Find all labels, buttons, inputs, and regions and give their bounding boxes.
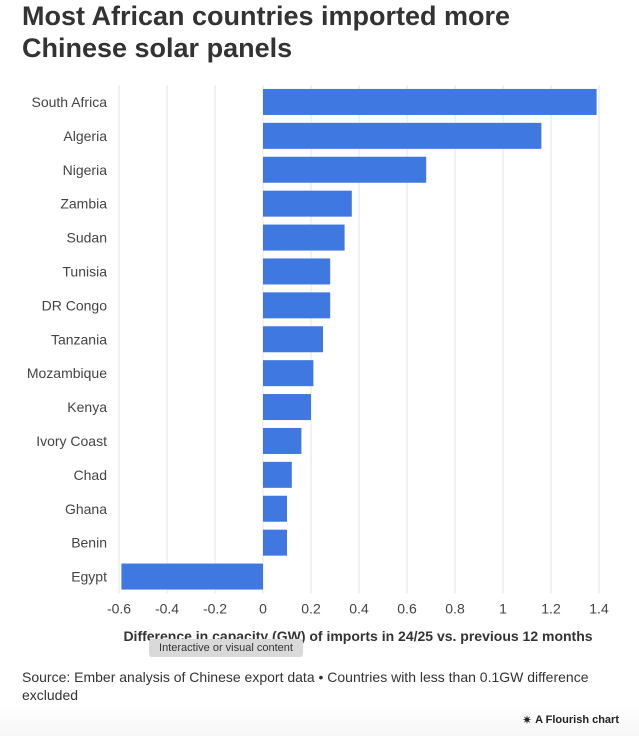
category-label: Tunisia	[62, 263, 107, 279]
bar-sudan[interactable]	[263, 224, 345, 251]
x-tick-label: 0.8	[445, 601, 465, 617]
x-tick-label: 1.4	[589, 601, 609, 617]
flourish-credit[interactable]: ✷ A Flourish chart	[522, 714, 619, 726]
chart-title: Most African countries imported more Chi…	[22, 1, 511, 63]
interactive-content-tooltip: Interactive or visual content	[149, 639, 303, 657]
x-tick-label: 1.2	[541, 601, 561, 617]
bar-algeria[interactable]	[263, 122, 542, 149]
bar-zambia[interactable]	[263, 190, 352, 217]
x-tick-label: -0.4	[155, 601, 179, 617]
x-tick-label: 1	[499, 601, 507, 617]
bar-kenya[interactable]	[263, 394, 311, 421]
category-label: South Africa	[32, 94, 108, 110]
bar-egypt[interactable]	[121, 563, 264, 590]
bar-tanzania[interactable]	[263, 326, 323, 353]
x-tick-label: 0.4	[349, 601, 369, 617]
category-label: Benin	[71, 535, 107, 551]
category-label: Zambia	[60, 196, 107, 212]
bar-nigeria[interactable]	[263, 156, 427, 183]
category-label: Ivory Coast	[36, 433, 107, 449]
category-label: Kenya	[67, 399, 107, 415]
x-tick-label: -0.6	[107, 601, 131, 617]
category-label: Mozambique	[27, 365, 107, 381]
flourish-star-icon: ✷	[522, 713, 533, 727]
category-label: Sudan	[67, 230, 107, 246]
bar-ivory-coast[interactable]	[263, 427, 302, 454]
x-tick-label: 0.6	[397, 601, 417, 617]
category-label: DR Congo	[42, 297, 108, 313]
bar-tunisia[interactable]	[263, 258, 331, 285]
x-tick-label: 0.2	[301, 601, 321, 617]
bar-mozambique[interactable]	[263, 360, 314, 387]
footer-bar	[0, 706, 639, 736]
category-label: Chad	[74, 467, 107, 483]
bar-dr-congo[interactable]	[263, 292, 331, 319]
bar-south-africa[interactable]	[263, 88, 597, 115]
x-tick-label: -0.2	[203, 601, 227, 617]
category-label: Ghana	[65, 501, 107, 517]
category-label: Egypt	[71, 569, 107, 585]
category-label: Tanzania	[51, 331, 107, 347]
bar-benin[interactable]	[263, 529, 287, 556]
x-tick-label: 0	[259, 601, 267, 617]
bars[interactable]	[121, 88, 597, 590]
category-label: Algeria	[63, 128, 107, 144]
x-tick-labels: -0.6 -0.4 -0.2 0 0.2 0.4 0.6 0.8 1 1.2 1.4	[107, 601, 609, 617]
credit-label: A Flourish chart	[535, 714, 619, 726]
source-note: Source: Ember analysis of Chinese export…	[22, 669, 589, 703]
bar-ghana[interactable]	[263, 495, 287, 522]
category-label: Nigeria	[63, 162, 108, 178]
category-labels: South Africa Algeria Nigeria Zambia Sudan Tun…	[27, 94, 107, 585]
bar-chad[interactable]	[263, 461, 292, 488]
